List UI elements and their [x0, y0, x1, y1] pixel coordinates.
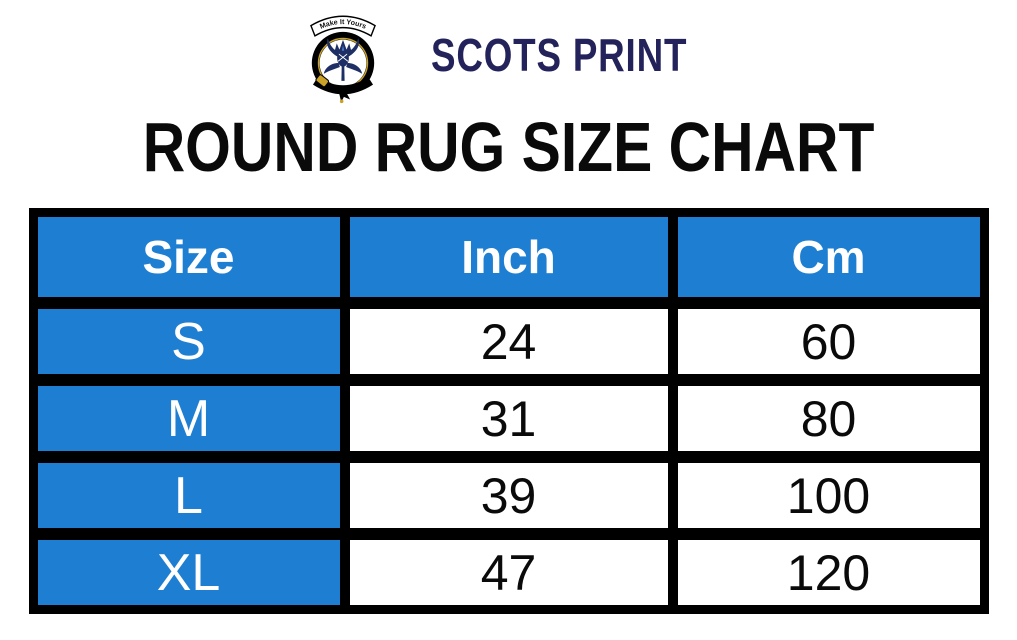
- row-s-cm-value: 60: [677, 309, 980, 374]
- column-header-cm: Cm: [677, 217, 980, 297]
- row-m-size-label: M: [37, 386, 340, 451]
- page-title: ROUND RUG SIZE CHART: [142, 108, 875, 186]
- size-chart-page: Make It Yours SCOTS PRINT ROUND RUG SIZE…: [0, 6, 1017, 640]
- row-xl-inch-value: 47: [349, 540, 668, 605]
- row-l-size-label: L: [37, 463, 340, 528]
- motto-banner: Make It Yours: [310, 15, 377, 37]
- row-m-cm-value: 80: [677, 386, 980, 451]
- title-row: ROUND RUG SIZE CHART: [0, 112, 1017, 184]
- size-chart-table: Size Inch Cm S 24 60 M 31 80 L 39 100 XL…: [28, 208, 989, 614]
- row-xl-cm-value: 120: [677, 540, 980, 605]
- row-xl-size-label: XL: [37, 540, 340, 605]
- row-s-size-label: S: [37, 309, 340, 374]
- row-l-inch-value: 39: [349, 463, 668, 528]
- thistle-icon: [324, 38, 363, 81]
- row-m-inch-value: 31: [349, 386, 668, 451]
- column-header-inch: Inch: [349, 217, 668, 297]
- belt-buckle: [313, 74, 374, 104]
- clan-crest-logo-icon: Make It Yours: [310, 15, 377, 104]
- brand-name: SCOTS PRINT: [431, 29, 688, 81]
- brand-header: Make It Yours SCOTS PRINT: [0, 6, 1017, 104]
- row-l-cm-value: 100: [677, 463, 980, 528]
- row-s-inch-value: 24: [349, 309, 668, 374]
- column-header-size: Size: [37, 217, 340, 297]
